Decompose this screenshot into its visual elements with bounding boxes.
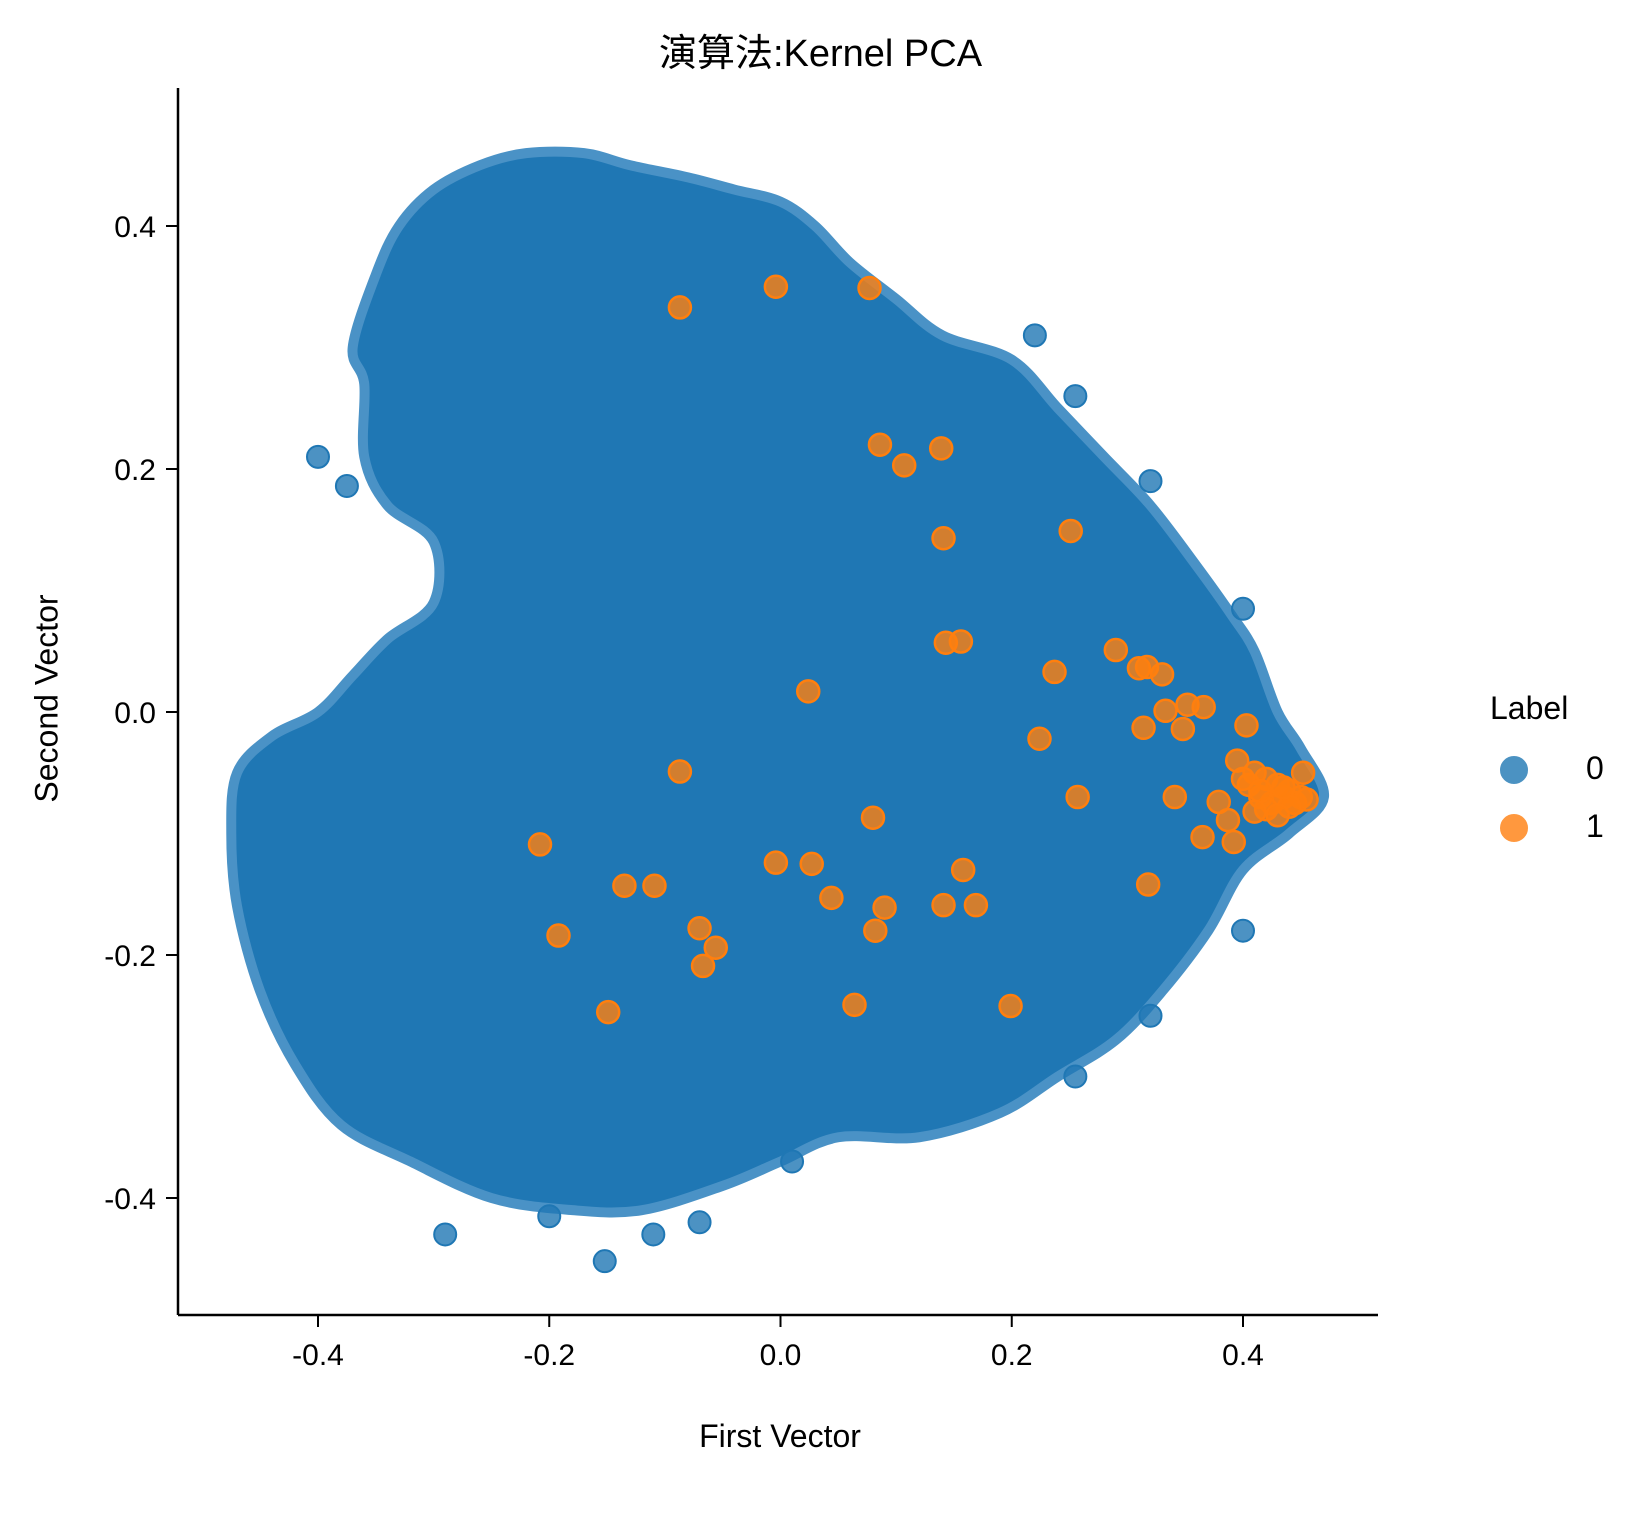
data-point [867,432,893,457]
data-point [595,999,621,1025]
data-point [1135,872,1161,897]
data-point [612,873,637,898]
data-point [1027,726,1052,751]
data-point [780,1149,805,1174]
data-point [667,759,693,784]
data-point [1162,784,1188,810]
data-point [687,916,712,941]
data-point [1138,469,1163,494]
data-point [1065,784,1090,810]
data-point [1190,824,1215,850]
data-point [1063,1064,1088,1089]
x-axis-label: First Vector [699,1418,861,1454]
data-point [1042,659,1067,685]
data-point [1215,807,1241,833]
data-point [592,1249,617,1274]
data-point [842,992,867,1018]
chart-title: 演算法:Kernel PCA [658,33,983,75]
data-point [1271,775,1296,800]
y-tick-label: 0.0 [114,697,156,730]
data-point [641,1222,666,1247]
x-tick-label: 0.4 [1222,1339,1264,1372]
data-point [690,953,716,979]
data-point [1231,596,1255,621]
data-point [819,885,844,911]
data-point [1290,760,1316,785]
data-point [948,629,974,654]
data-point [667,295,693,320]
data-point [1242,799,1267,824]
x-tick-label: 0.0 [760,1339,802,1372]
data-point [1231,918,1255,943]
data-point [1248,778,1273,804]
data-point [863,918,888,943]
data-point [1265,803,1290,828]
legend-label: 1 [1586,808,1604,844]
data-point [931,892,956,918]
data-point [872,895,897,920]
data-point [527,832,553,857]
data-point [642,873,667,898]
y-tick-label: 0.4 [114,211,156,244]
y-tick-label: -0.4 [104,1183,156,1216]
data-point [687,1210,712,1235]
data-point [1149,662,1175,687]
y-axis-label: Second Vector [28,594,65,803]
legend-marker-icon [1500,814,1528,842]
x-tick-label: -0.2 [523,1339,575,1372]
data-point [1153,698,1178,724]
data-point [1103,637,1129,663]
data-point [963,892,989,918]
data-point [1058,518,1083,544]
data-point [1131,715,1156,741]
data-point [306,444,330,469]
y-tick-label: -0.2 [104,940,156,973]
data-point [1063,384,1088,409]
data-point [1170,716,1196,742]
data-point [1234,713,1259,738]
data-point [1191,694,1216,720]
legend-title: Label [1490,690,1569,726]
data-point [546,923,571,948]
y-tick-label: 0.2 [114,454,156,487]
axes: -0.4 -0.2 0.0 0.2 0.4 -0.4 -0.2 0.0 0.2 0.4 [104,88,1378,1372]
data-point [891,453,917,478]
class-0-points [226,146,1329,1218]
data-point [1022,323,1047,348]
data-point [857,275,882,301]
x-tick-label: -0.4 [292,1339,344,1372]
data-point [796,679,821,704]
data-point [537,1204,562,1229]
plot-area [226,146,1329,1274]
legend-marker-icon [1500,756,1528,784]
data-point [433,1222,458,1247]
data-point [931,526,956,551]
x-tick-label: 0.2 [991,1339,1033,1372]
legend-label: 0 [1586,750,1604,786]
data-point [799,851,824,877]
data-point [1221,829,1246,855]
data-point [763,850,789,875]
data-point [998,993,1023,1019]
data-point [860,805,886,830]
data-point [703,935,728,960]
data-point [1138,1003,1163,1028]
data-point [928,436,954,461]
data-point [763,274,789,299]
data-point [334,474,359,499]
data-point [1230,766,1256,792]
data-point [950,857,976,883]
